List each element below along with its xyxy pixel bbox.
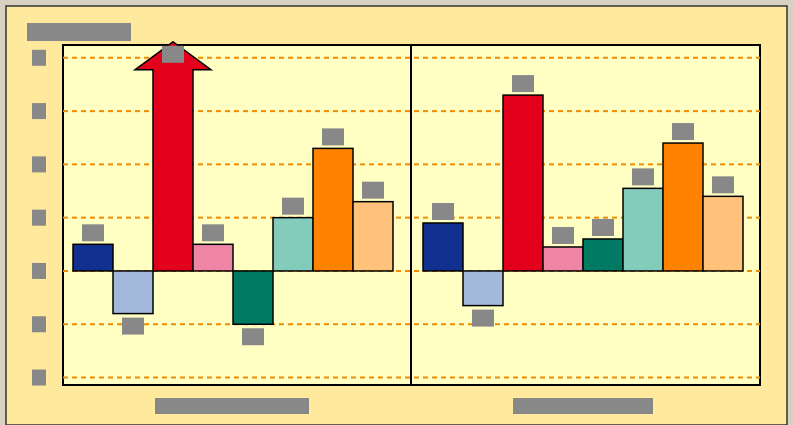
- value-label-redacted: [282, 197, 304, 215]
- bar: [702, 195, 744, 272]
- bar: [622, 187, 664, 272]
- bar: [272, 216, 314, 272]
- value-label-redacted: [322, 128, 344, 146]
- value-label-redacted: [122, 317, 144, 335]
- bar: [662, 142, 704, 272]
- bar: [352, 200, 394, 272]
- bar: [72, 243, 114, 272]
- value-label-redacted: [202, 224, 224, 242]
- y-tick-label-redacted: [32, 262, 46, 279]
- y-tick-label-redacted: [32, 49, 46, 66]
- category-label-redacted: [155, 398, 309, 414]
- bar: [112, 270, 154, 315]
- value-label-redacted: [632, 168, 654, 186]
- y-tick-label-redacted: [32, 156, 46, 173]
- value-label-redacted: [82, 224, 104, 242]
- category-label-redacted: [513, 398, 653, 414]
- value-label-redacted: [552, 226, 574, 244]
- bar: [232, 270, 274, 325]
- value-label-redacted: [592, 218, 614, 236]
- y-tick-label-redacted: [32, 209, 46, 226]
- value-label-redacted: [472, 309, 494, 327]
- value-label-redacted: [672, 123, 694, 141]
- bar: [502, 94, 544, 272]
- bar: [582, 238, 624, 272]
- title-redacted: [27, 23, 131, 41]
- y-tick-label-redacted: [32, 103, 46, 120]
- y-tick-label-redacted: [32, 316, 46, 333]
- value-label-redacted: [512, 75, 534, 93]
- bar: [192, 243, 234, 272]
- value-label-redacted: [162, 45, 184, 63]
- bar: [462, 270, 504, 307]
- value-label-redacted: [242, 328, 264, 346]
- bar-overflow-arrow: [132, 40, 214, 272]
- bar: [312, 147, 354, 272]
- value-label-redacted: [432, 202, 454, 220]
- value-label-redacted: [362, 181, 384, 199]
- value-label-redacted: [712, 176, 734, 194]
- bar: [422, 222, 464, 272]
- bar: [542, 246, 584, 272]
- y-tick-label-redacted: [32, 369, 46, 386]
